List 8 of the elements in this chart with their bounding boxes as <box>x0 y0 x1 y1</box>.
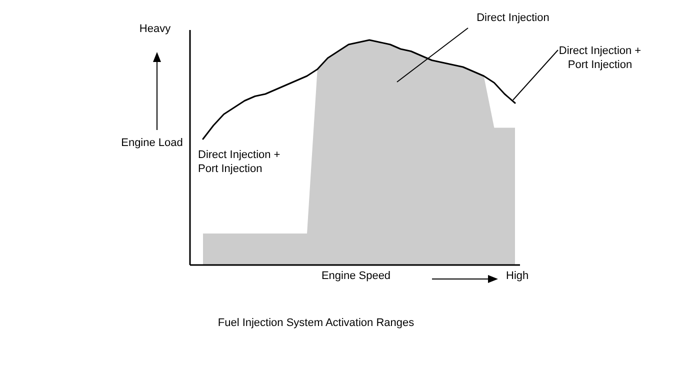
text: High <box>506 270 529 282</box>
text: Heavy <box>139 23 172 35</box>
text: Direct Injection <box>476 12 550 24</box>
x-axis-title: Engine Speed <box>321 270 391 282</box>
text: Direct Injection + Port Injection <box>558 45 642 71</box>
text: Fuel Injection System Activation Ranges <box>218 317 415 329</box>
annotation: Direct Injection + Port Injection <box>198 149 280 175</box>
y-axis-title: Engine Load <box>121 137 183 149</box>
